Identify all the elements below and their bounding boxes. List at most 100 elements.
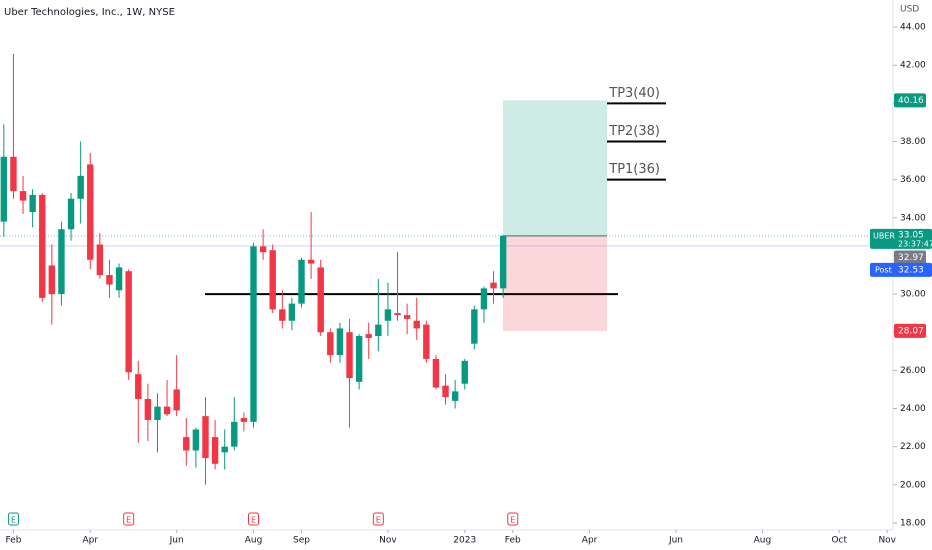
- event-label: E: [11, 516, 16, 525]
- candle-body: [327, 332, 334, 356]
- y-tick-label: 30.00: [900, 290, 926, 300]
- candle-body: [403, 315, 411, 319]
- candle-body: [365, 334, 372, 338]
- candle-body: [499, 235, 507, 289]
- candle-body: [346, 332, 353, 378]
- candle-body: [432, 358, 440, 388]
- candle-body: [317, 267, 324, 333]
- event-label: E: [376, 516, 381, 525]
- candle-body: [125, 271, 132, 373]
- candle-body: [135, 374, 142, 399]
- stop-price-label: 28.07: [898, 326, 924, 336]
- x-tick-label: Nov: [379, 536, 397, 546]
- candle-body: [461, 360, 468, 384]
- y-tick-label: 44.00: [900, 23, 926, 33]
- candle-body: [269, 250, 276, 310]
- x-tick-label: Jun: [169, 536, 184, 546]
- candle-body: [192, 429, 200, 451]
- y-tick-label: 24.00: [900, 404, 926, 414]
- event-label: E: [251, 516, 256, 525]
- candle-body: [144, 398, 152, 420]
- candle-body: [221, 446, 228, 453]
- event-label: E: [510, 516, 515, 525]
- candle-body: [250, 246, 257, 422]
- post-market-label: 32.53: [898, 265, 924, 275]
- x-tick-label: Apr: [582, 536, 598, 546]
- y-tick-label: 38.00: [900, 137, 926, 147]
- candle-body: [240, 418, 248, 422]
- stop-price-label-box: [894, 323, 926, 338]
- event-badge: [7, 512, 19, 526]
- target-price-label: 40.16: [898, 96, 924, 106]
- candle-body: [375, 324, 382, 337]
- candle-body: [384, 309, 392, 321]
- x-tick-label: Nov: [878, 536, 896, 546]
- target-label: TP2(38): [608, 124, 660, 139]
- candle-body: [451, 391, 459, 401]
- event-label: E: [126, 516, 131, 525]
- target-price-label-box: [894, 93, 926, 108]
- candle-body: [231, 421, 238, 447]
- candle-body: [96, 244, 104, 276]
- candle-body: [442, 385, 449, 398]
- y-tick-label: 20.00: [900, 480, 926, 490]
- y-tick-label: 34.00: [900, 213, 926, 223]
- candle-body: [183, 437, 190, 451]
- candle-body: [173, 389, 180, 411]
- candle-body: [259, 246, 267, 253]
- candle-body: [154, 406, 161, 420]
- candle-body: [279, 309, 286, 321]
- y-tick-label: 22.00: [900, 442, 926, 452]
- candle-body: [19, 191, 27, 201]
- candle-body: [307, 259, 315, 264]
- candle-body: [48, 265, 56, 295]
- post-market-tag: Post: [875, 265, 892, 274]
- candle-body: [423, 324, 430, 359]
- candle-body: [288, 303, 296, 321]
- candle-body: [355, 336, 363, 382]
- x-tick-label: Sep: [293, 536, 310, 546]
- countdown-label: 23:37:47: [898, 239, 932, 248]
- candle-body: [39, 194, 46, 298]
- candle-body: [115, 267, 123, 291]
- candle-body: [490, 282, 497, 289]
- target-zone: [503, 100, 607, 236]
- x-tick-label: Feb: [505, 536, 521, 546]
- x-tick-label: Apr: [82, 536, 98, 546]
- post-market-box: [870, 262, 932, 277]
- y-tick-label: 18.00: [900, 518, 926, 528]
- candle-body: [67, 198, 75, 230]
- candle-body: [394, 313, 401, 316]
- candle-body: [163, 406, 171, 415]
- candle-body: [471, 309, 478, 344]
- last-price-box: [870, 228, 932, 249]
- event-badge: [372, 512, 384, 526]
- chart-title: Uber Technologies, Inc., 1W, NYSE: [4, 7, 175, 18]
- x-tick-label: Jun: [668, 536, 683, 546]
- event-badge: [507, 512, 519, 526]
- candle-body: [87, 164, 94, 260]
- target-label: TP1(36): [608, 162, 660, 177]
- candle-body: [202, 416, 209, 459]
- candle-body: [77, 175, 84, 199]
- y-tick-label: 26.00: [900, 366, 926, 376]
- y-tick-label: 42.00: [900, 61, 926, 71]
- x-tick-label: Oct: [831, 536, 847, 546]
- last-price-label: 33.05: [898, 230, 924, 240]
- stop-zone: [503, 235, 607, 331]
- event-badge: [123, 512, 135, 526]
- x-tick-label: 2023: [453, 536, 476, 546]
- candle-body: [480, 288, 488, 310]
- candle-body: [211, 437, 219, 464]
- candle-body: [29, 194, 36, 213]
- candle-body: [58, 229, 65, 295]
- currency: USD: [900, 5, 919, 15]
- prev-close-label-box: [894, 250, 926, 265]
- candle-body: [10, 156, 17, 192]
- x-tick-label: Aug: [245, 536, 263, 546]
- y-tick-label: 36.00: [900, 175, 926, 185]
- prev-close-label: 32.97: [898, 253, 924, 263]
- target-label: TP3(40): [608, 86, 660, 101]
